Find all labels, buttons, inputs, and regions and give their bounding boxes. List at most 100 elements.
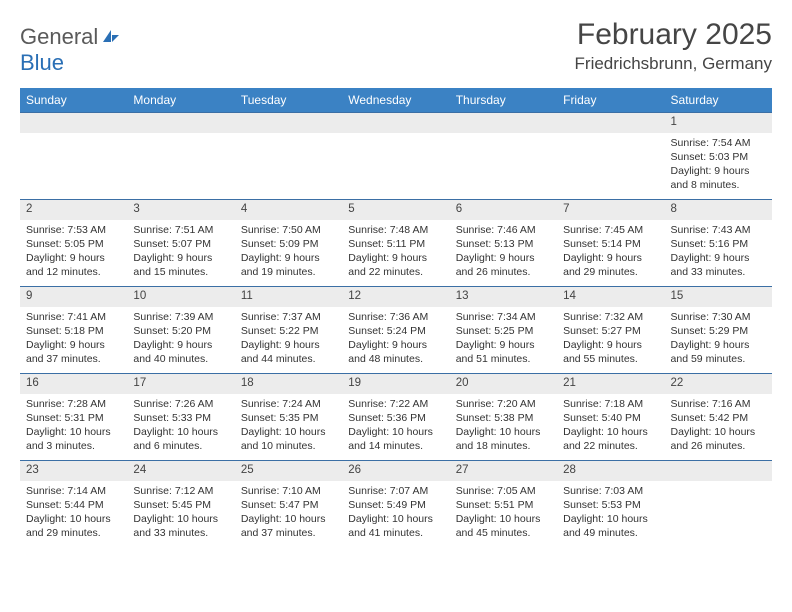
day-cell: 9Sunrise: 7:41 AMSunset: 5:18 PMDaylight… bbox=[20, 287, 127, 373]
header: GeneralBlue February 2025 Friedrichsbrun… bbox=[20, 18, 772, 76]
day-info-line: Sunrise: 7:05 AM bbox=[456, 484, 551, 498]
day-header-sat: Saturday bbox=[665, 88, 772, 112]
day-info-line: Sunrise: 7:46 AM bbox=[456, 223, 551, 237]
day-number: 18 bbox=[235, 374, 342, 394]
day-number: 24 bbox=[127, 461, 234, 481]
day-info-line: Daylight: 10 hours and 18 minutes. bbox=[456, 425, 551, 453]
day-info-line: Sunrise: 7:14 AM bbox=[26, 484, 121, 498]
day-info-line: Daylight: 9 hours and 22 minutes. bbox=[348, 251, 443, 279]
day-cell bbox=[20, 113, 127, 199]
day-body bbox=[127, 133, 234, 142]
day-body: Sunrise: 7:43 AMSunset: 5:16 PMDaylight:… bbox=[665, 220, 772, 286]
logo-sail-icon bbox=[101, 24, 121, 50]
day-info-line: Daylight: 10 hours and 10 minutes. bbox=[241, 425, 336, 453]
day-info-line: Daylight: 9 hours and 33 minutes. bbox=[671, 251, 766, 279]
day-number bbox=[127, 113, 234, 133]
day-number: 12 bbox=[342, 287, 449, 307]
day-info-line: Daylight: 10 hours and 45 minutes. bbox=[456, 512, 551, 540]
day-info-line: Daylight: 10 hours and 37 minutes. bbox=[241, 512, 336, 540]
day-number bbox=[235, 113, 342, 133]
day-info-line: Sunset: 5:40 PM bbox=[563, 411, 658, 425]
day-body: Sunrise: 7:53 AMSunset: 5:05 PMDaylight:… bbox=[20, 220, 127, 286]
day-body: Sunrise: 7:28 AMSunset: 5:31 PMDaylight:… bbox=[20, 394, 127, 460]
day-cell: 28Sunrise: 7:03 AMSunset: 5:53 PMDayligh… bbox=[557, 461, 664, 547]
day-info-line: Sunset: 5:33 PM bbox=[133, 411, 228, 425]
week-row: 1Sunrise: 7:54 AMSunset: 5:03 PMDaylight… bbox=[20, 112, 772, 199]
day-info-line: Sunset: 5:42 PM bbox=[671, 411, 766, 425]
logo: GeneralBlue bbox=[20, 18, 121, 76]
day-body bbox=[665, 481, 772, 490]
day-info-line: Sunset: 5:18 PM bbox=[26, 324, 121, 338]
day-cell: 7Sunrise: 7:45 AMSunset: 5:14 PMDaylight… bbox=[557, 200, 664, 286]
day-number bbox=[450, 113, 557, 133]
day-number: 19 bbox=[342, 374, 449, 394]
day-info-line: Sunrise: 7:18 AM bbox=[563, 397, 658, 411]
day-number bbox=[20, 113, 127, 133]
day-number: 4 bbox=[235, 200, 342, 220]
day-number: 13 bbox=[450, 287, 557, 307]
day-body bbox=[235, 133, 342, 142]
day-info-line: Daylight: 10 hours and 33 minutes. bbox=[133, 512, 228, 540]
day-info-line: Sunrise: 7:48 AM bbox=[348, 223, 443, 237]
day-info-line: Sunset: 5:47 PM bbox=[241, 498, 336, 512]
day-info-line: Sunset: 5:27 PM bbox=[563, 324, 658, 338]
day-cell bbox=[235, 113, 342, 199]
day-info-line: Daylight: 10 hours and 22 minutes. bbox=[563, 425, 658, 453]
day-cell bbox=[342, 113, 449, 199]
day-body bbox=[557, 133, 664, 142]
day-body: Sunrise: 7:22 AMSunset: 5:36 PMDaylight:… bbox=[342, 394, 449, 460]
day-cell: 2Sunrise: 7:53 AMSunset: 5:05 PMDaylight… bbox=[20, 200, 127, 286]
day-body: Sunrise: 7:54 AMSunset: 5:03 PMDaylight:… bbox=[665, 133, 772, 199]
day-number: 28 bbox=[557, 461, 664, 481]
day-info-line: Daylight: 9 hours and 37 minutes. bbox=[26, 338, 121, 366]
day-info-line: Daylight: 9 hours and 55 minutes. bbox=[563, 338, 658, 366]
day-info-line: Daylight: 9 hours and 29 minutes. bbox=[563, 251, 658, 279]
day-body: Sunrise: 7:39 AMSunset: 5:20 PMDaylight:… bbox=[127, 307, 234, 373]
day-body: Sunrise: 7:24 AMSunset: 5:35 PMDaylight:… bbox=[235, 394, 342, 460]
day-cell: 21Sunrise: 7:18 AMSunset: 5:40 PMDayligh… bbox=[557, 374, 664, 460]
day-info-line: Daylight: 9 hours and 19 minutes. bbox=[241, 251, 336, 279]
day-body: Sunrise: 7:10 AMSunset: 5:47 PMDaylight:… bbox=[235, 481, 342, 547]
day-info-line: Sunset: 5:31 PM bbox=[26, 411, 121, 425]
day-number: 8 bbox=[665, 200, 772, 220]
day-body: Sunrise: 7:46 AMSunset: 5:13 PMDaylight:… bbox=[450, 220, 557, 286]
day-number: 20 bbox=[450, 374, 557, 394]
day-info-line: Sunrise: 7:10 AM bbox=[241, 484, 336, 498]
day-number: 16 bbox=[20, 374, 127, 394]
day-number: 3 bbox=[127, 200, 234, 220]
day-info-line: Sunset: 5:24 PM bbox=[348, 324, 443, 338]
day-number: 14 bbox=[557, 287, 664, 307]
day-header-thu: Thursday bbox=[450, 88, 557, 112]
day-info-line: Sunset: 5:38 PM bbox=[456, 411, 551, 425]
day-cell: 16Sunrise: 7:28 AMSunset: 5:31 PMDayligh… bbox=[20, 374, 127, 460]
day-body: Sunrise: 7:18 AMSunset: 5:40 PMDaylight:… bbox=[557, 394, 664, 460]
day-cell: 10Sunrise: 7:39 AMSunset: 5:20 PMDayligh… bbox=[127, 287, 234, 373]
day-cell: 15Sunrise: 7:30 AMSunset: 5:29 PMDayligh… bbox=[665, 287, 772, 373]
day-info-line: Daylight: 9 hours and 12 minutes. bbox=[26, 251, 121, 279]
day-number: 15 bbox=[665, 287, 772, 307]
day-info-line: Sunset: 5:22 PM bbox=[241, 324, 336, 338]
day-cell: 13Sunrise: 7:34 AMSunset: 5:25 PMDayligh… bbox=[450, 287, 557, 373]
week-row: 9Sunrise: 7:41 AMSunset: 5:18 PMDaylight… bbox=[20, 286, 772, 373]
day-body: Sunrise: 7:36 AMSunset: 5:24 PMDaylight:… bbox=[342, 307, 449, 373]
day-number: 21 bbox=[557, 374, 664, 394]
day-body: Sunrise: 7:32 AMSunset: 5:27 PMDaylight:… bbox=[557, 307, 664, 373]
day-body: Sunrise: 7:37 AMSunset: 5:22 PMDaylight:… bbox=[235, 307, 342, 373]
day-info-line: Sunrise: 7:22 AM bbox=[348, 397, 443, 411]
day-body bbox=[450, 133, 557, 142]
day-cell: 6Sunrise: 7:46 AMSunset: 5:13 PMDaylight… bbox=[450, 200, 557, 286]
day-cell: 23Sunrise: 7:14 AMSunset: 5:44 PMDayligh… bbox=[20, 461, 127, 547]
day-number: 23 bbox=[20, 461, 127, 481]
logo-word-1: General bbox=[20, 24, 98, 49]
weeks-container: 1Sunrise: 7:54 AMSunset: 5:03 PMDaylight… bbox=[20, 112, 772, 547]
day-info-line: Sunset: 5:14 PM bbox=[563, 237, 658, 251]
week-row: 2Sunrise: 7:53 AMSunset: 5:05 PMDaylight… bbox=[20, 199, 772, 286]
day-cell: 27Sunrise: 7:05 AMSunset: 5:51 PMDayligh… bbox=[450, 461, 557, 547]
day-info-line: Sunset: 5:03 PM bbox=[671, 150, 766, 164]
day-cell: 1Sunrise: 7:54 AMSunset: 5:03 PMDaylight… bbox=[665, 113, 772, 199]
day-info-line: Daylight: 10 hours and 3 minutes. bbox=[26, 425, 121, 453]
day-number: 2 bbox=[20, 200, 127, 220]
location-label: Friedrichsbrunn, Germany bbox=[575, 54, 772, 74]
day-info-line: Sunrise: 7:24 AM bbox=[241, 397, 336, 411]
day-info-line: Sunset: 5:16 PM bbox=[671, 237, 766, 251]
